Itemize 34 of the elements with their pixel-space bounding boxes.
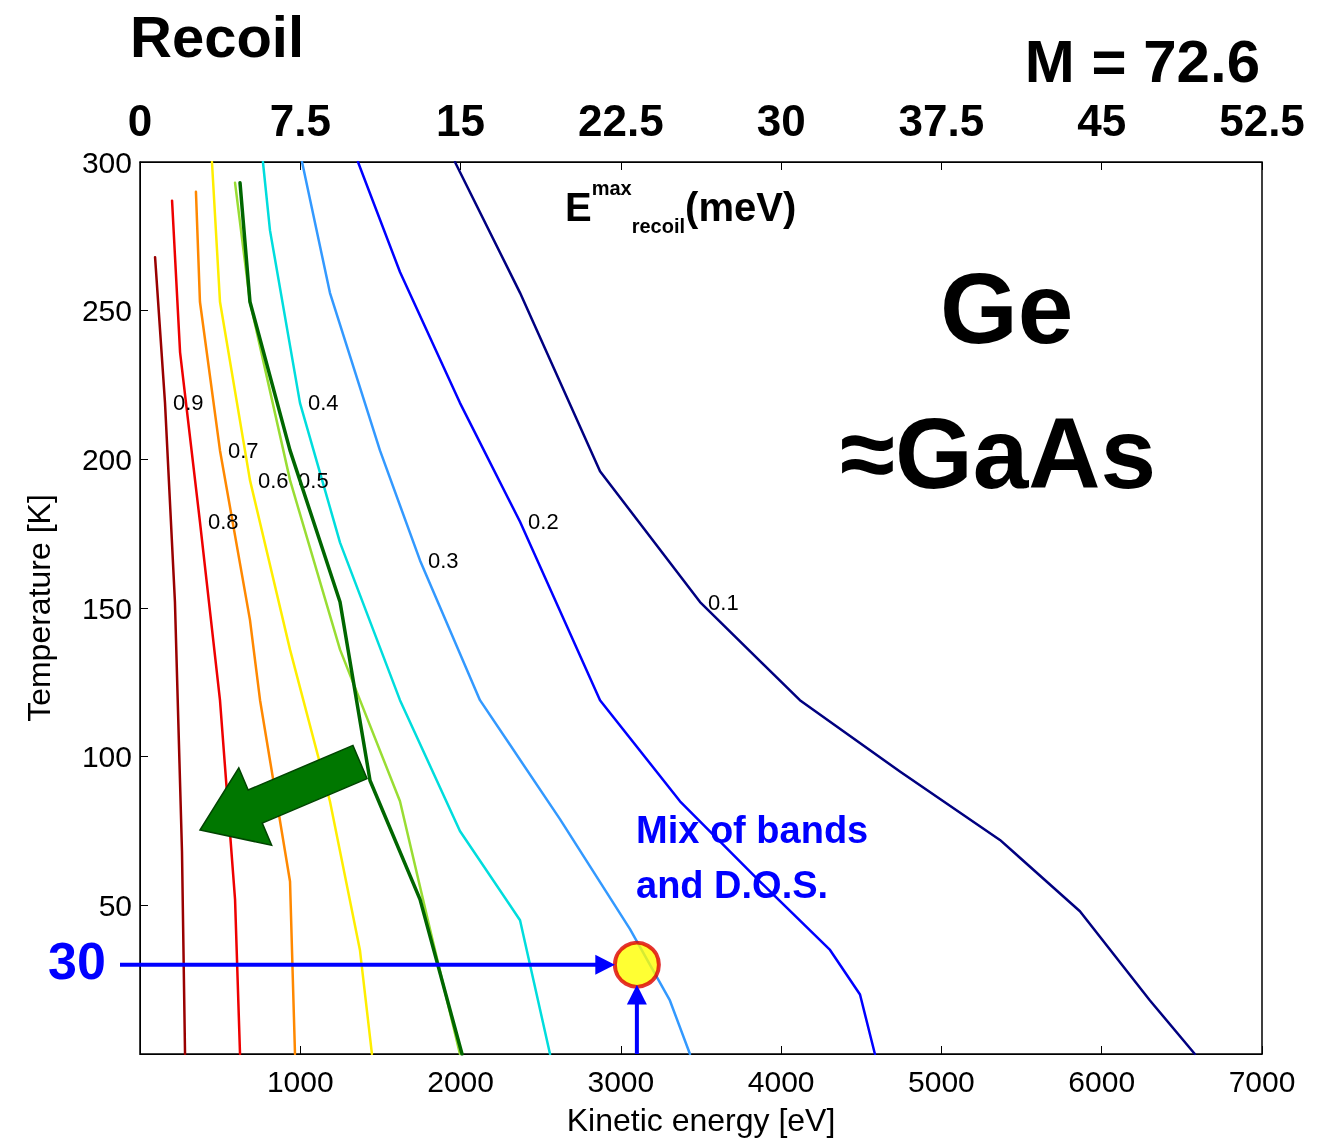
series-label: 0.1 [708, 589, 739, 615]
x-tick-label: 3000 [587, 1064, 655, 1098]
text: M = 72.6 [1024, 28, 1260, 95]
x-tick-label: 7000 [1228, 1064, 1296, 1098]
x-tick-label: 6000 [1068, 1064, 1136, 1098]
annotation: ≈GaAs [840, 396, 1157, 509]
x-tick-label: 2000 [427, 1064, 494, 1098]
y-tick-label: 100 [81, 740, 132, 774]
x-tick-label: 1000 [266, 1064, 334, 1098]
x2-tick-label: 45 [1077, 95, 1127, 145]
x2-tick-label: 52.5 [1219, 95, 1305, 145]
series-label: 0.2 [528, 509, 559, 535]
y-tick-label: 200 [81, 442, 132, 476]
annotation: Ge [940, 251, 1074, 364]
x2-tick-label: 22.5 [578, 95, 664, 145]
y-tick-label: 250 [81, 294, 132, 328]
x2-tick-label: 30 [756, 95, 806, 145]
series-label: 0.6 [257, 467, 289, 493]
x-axis-title: Kinetic energy [eV] [566, 1102, 836, 1138]
x2-tick-label: 7.5 [269, 95, 331, 145]
y-tick-label: 150 [81, 591, 132, 625]
chart-title: Recoil [130, 3, 305, 69]
x2-tick-label: 0 [127, 95, 153, 145]
x-tick-label: 4000 [747, 1064, 815, 1098]
y-tick-label: 300 [81, 145, 132, 179]
x2-tick-label: 15 [436, 95, 486, 145]
y-tick-label: 50 [98, 888, 132, 922]
text: 30 [48, 931, 106, 990]
x-tick-label: 5000 [908, 1064, 975, 1098]
line-series [210, 160, 374, 1056]
x2-tick-label: 37.5 [898, 95, 985, 145]
series-label: 0.3 [428, 547, 459, 573]
series-label: 0.4 [307, 390, 339, 416]
y-axis-title: Temperature [K] [21, 494, 57, 722]
